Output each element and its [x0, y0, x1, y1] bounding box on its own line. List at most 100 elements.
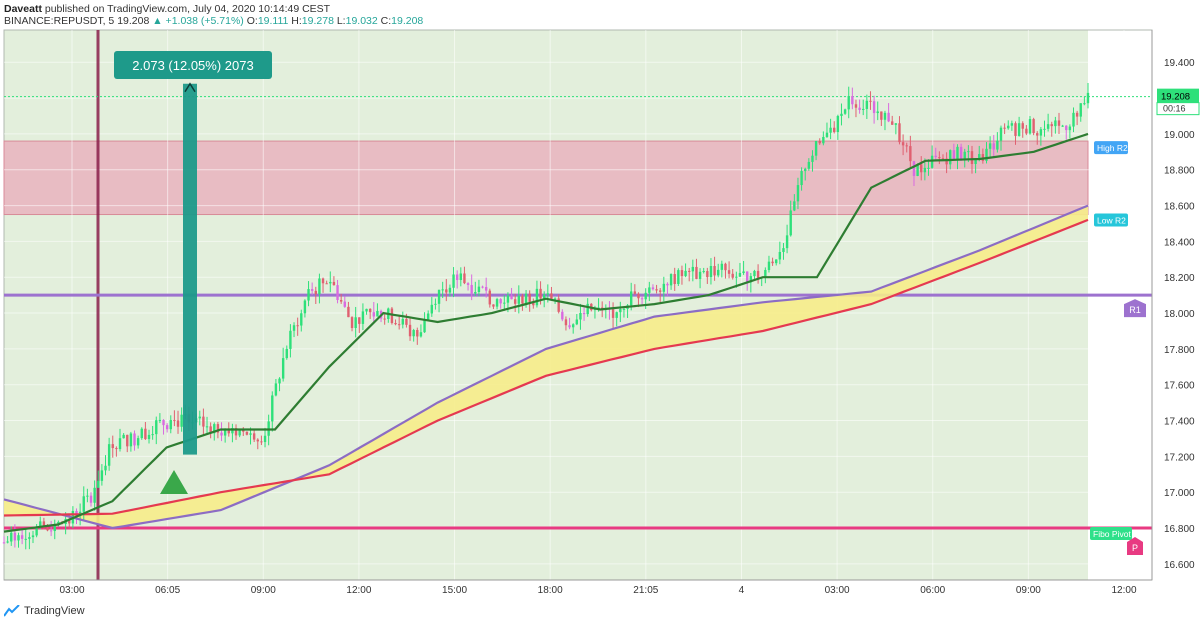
- candle-body: [180, 414, 183, 427]
- ma-fill: [4, 205, 1088, 528]
- p-flag-text: P: [1132, 543, 1138, 553]
- candle-body: [869, 100, 872, 102]
- candle-body: [865, 100, 869, 109]
- candle-body: [484, 286, 488, 291]
- candle-body: [651, 287, 655, 290]
- candle-body: [553, 298, 557, 300]
- candle-body: [916, 164, 919, 176]
- x-tick-label: 03:00: [59, 585, 84, 596]
- candle-body: [793, 201, 796, 211]
- candle-body: [619, 308, 622, 313]
- candle-body: [434, 303, 437, 305]
- candle-body: [452, 274, 455, 288]
- candle-body: [967, 151, 970, 153]
- candle-body: [891, 121, 894, 125]
- candle-body: [205, 426, 209, 428]
- candle-body: [358, 317, 361, 324]
- candle-body: [426, 313, 430, 321]
- candle-body: [528, 293, 531, 302]
- candle-body: [31, 535, 35, 538]
- candle-body: [731, 273, 734, 278]
- candle-body: [412, 330, 415, 337]
- candle-body: [289, 330, 292, 349]
- author-name[interactable]: Daveatt: [4, 3, 42, 15]
- candle-body: [666, 283, 669, 286]
- tradingview-brand[interactable]: TradingView: [4, 605, 85, 617]
- candle-body: [223, 430, 227, 436]
- candle-body: [151, 434, 154, 436]
- candle-body: [1007, 125, 1010, 129]
- candles: [2, 82, 1090, 550]
- candle-body: [339, 299, 343, 302]
- candle-body: [118, 438, 122, 450]
- y-tick-label: 19.400: [1164, 58, 1195, 69]
- candle-body: [807, 161, 811, 169]
- close-label: C:: [380, 15, 392, 27]
- y-tick-label: 17.000: [1164, 488, 1195, 499]
- candle-body: [637, 293, 640, 299]
- candle-body: [1025, 128, 1028, 134]
- candle-body: [771, 261, 774, 264]
- last-price: 19.208: [117, 15, 150, 27]
- candle-body: [688, 270, 691, 272]
- brand-name: TradingView: [24, 605, 85, 617]
- candle-body: [1057, 120, 1061, 126]
- candle-body: [898, 123, 901, 143]
- candle-body: [851, 96, 854, 105]
- candle-body: [611, 309, 615, 318]
- candle-body: [1039, 129, 1043, 136]
- candle-body: [318, 278, 321, 295]
- candle-body: [695, 266, 698, 279]
- measure-tool[interactable]: 2.073 (12.05%) 2073: [114, 51, 272, 455]
- candle-body: [1079, 103, 1082, 117]
- candle-body: [252, 433, 256, 440]
- x-tick-label: 18:00: [538, 585, 563, 596]
- y-tick-label: 17.600: [1164, 381, 1195, 392]
- high-value: 19.278: [301, 15, 334, 27]
- candle-body: [818, 140, 821, 144]
- candle-body: [68, 519, 71, 524]
- candle-body: [713, 265, 716, 276]
- candle-body: [923, 167, 927, 173]
- candle-body: [1032, 119, 1035, 134]
- candle-body: [1086, 92, 1090, 104]
- candle-body: [673, 274, 676, 285]
- candle-body: [13, 532, 17, 541]
- candle-body: [202, 416, 205, 427]
- x-tick-label: 09:00: [251, 585, 276, 596]
- candle-body: [39, 521, 42, 528]
- candle-body: [992, 143, 995, 150]
- candle-body: [887, 112, 890, 122]
- candle-body: [430, 304, 433, 314]
- r1-flag-text: R1: [1129, 305, 1141, 315]
- candle-body: [978, 154, 981, 160]
- candle-body: [256, 439, 259, 442]
- low-label: L:: [336, 15, 346, 27]
- candle-body: [974, 159, 977, 165]
- candle-body: [220, 432, 223, 436]
- candle-body: [1050, 124, 1053, 127]
- candle-body: [169, 420, 172, 430]
- candle-body: [517, 295, 521, 304]
- candle-body: [307, 289, 310, 301]
- candle-body: [735, 276, 738, 278]
- candle-body: [952, 150, 956, 160]
- x-tick-label: 15:00: [442, 585, 467, 596]
- candle-body: [521, 295, 524, 304]
- candle-body: [263, 435, 267, 443]
- candle-body: [753, 270, 756, 277]
- candle-body: [727, 270, 731, 274]
- countdown-value: 00:16: [1163, 104, 1186, 114]
- candle-body: [242, 429, 245, 432]
- level-label-text: Low R2: [1097, 216, 1126, 226]
- candle-body: [513, 299, 517, 304]
- candle-body: [115, 448, 118, 450]
- candle-body: [749, 276, 753, 283]
- candle-body: [586, 303, 589, 315]
- candle-body: [659, 290, 662, 292]
- candle-body: [419, 332, 423, 337]
- candle-body: [854, 104, 858, 108]
- x-tick-label: 12:00: [346, 585, 371, 596]
- candle-body: [397, 324, 401, 326]
- candle-body: [524, 293, 528, 304]
